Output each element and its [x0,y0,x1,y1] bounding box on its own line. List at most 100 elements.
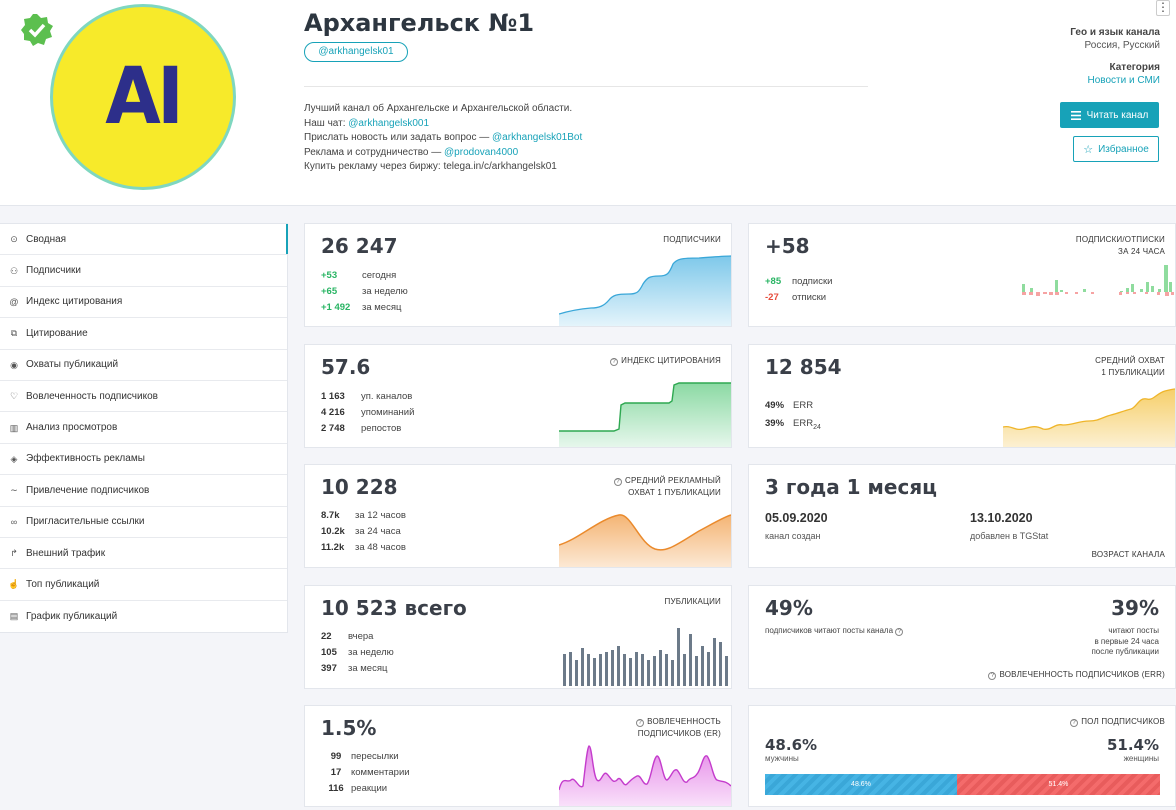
help-icon[interactable]: ? [614,478,623,486]
sidebar-item-label: Индекс цитирования [26,296,123,308]
heart-icon: ♡ [9,391,19,402]
err24-line: в первые 24 часа [1094,636,1159,646]
card-gender[interactable]: ? ПОЛ ПОДПИСЧИКОВ 48.6% мужчины 51.4% жен… [748,705,1176,807]
bar-chart-icon: ▥ [9,422,19,433]
help-icon[interactable]: ? [636,719,645,727]
stat-row: 397 за месяц [321,661,394,677]
sidebar-item-subscribers[interactable]: ⚇ Подписчики [0,255,287,287]
stat-value: 11.2k [321,541,345,553]
sidebar-item-invite-links[interactable]: ∞ Пригласительные ссылки [0,507,287,538]
err24-value: 39% [1111,596,1159,620]
sidebar-item-label: График публикаций [26,610,118,622]
sidebar-item-citation-index[interactable]: @ Индекс цитирования [0,287,287,319]
card-subs-unsubs[interactable]: +58 ПОДПИСКИ/ОТПИСКИ ЗА 24 ЧАСА +85 подпис… [748,223,1176,327]
stat-value: +53 [321,270,338,281]
err-value: 49% [765,596,813,620]
card-err[interactable]: 49% подписчиков читают посты канала ? 39… [748,585,1176,689]
desc-line: Реклама и сотрудничество — @prodovan4000 [304,146,582,161]
stat-row: 39% ERR24 [765,415,821,437]
stat-value: 1 163 [321,391,345,402]
stats-list: 22 вчера 105 за неделю 397 за месяц [321,629,394,676]
err-label: ERR [793,418,814,429]
stat-label: за месяц [348,662,388,674]
card-label: ПОДПИСЧИКИ [663,235,721,244]
sidebar-item-label: Топ публикаций [26,578,100,590]
stat-value: +1 492 [321,301,351,313]
category-link[interactable]: Новости и СМИ [1087,75,1160,86]
stat-label: сегодня [362,270,397,281]
help-icon[interactable]: ? [610,358,619,366]
stat-label: за неделю [362,285,408,297]
card-posts[interactable]: 10 523 всего ПУБЛИКАЦИИ 22 вчера 105 за не… [304,585,732,689]
sidebar-item-label: Пригласительные ссылки [26,516,145,528]
sidebar-item-top-posts[interactable]: ☝ Топ публикаций [0,569,287,601]
stat-row: 22 вчера [321,629,394,645]
card-er[interactable]: 1.5% ? ВОВЛЕЧЕННОСТЬ ПОДПИСЧИКОВ (ER) 99 пе… [304,705,732,807]
sidebar-item-citations[interactable]: ⧉ Цитирование [0,318,287,350]
card-label-line: ПОДПИСКИ/ОТПИСКИ [1075,235,1165,244]
ad-reach-sparkline [559,514,731,567]
help-icon[interactable]: ? [1070,719,1079,727]
stat-label: за месяц [362,301,402,313]
male-bar: 48.6% [765,774,957,795]
read-channel-button[interactable]: Читать канал [1060,102,1159,128]
sidebar-item-post-reach[interactable]: ◉ Охваты публикаций [0,350,287,381]
sidebar-item-summary[interactable]: ⊙ Сводная [0,224,288,256]
sidebar-item-views-analysis[interactable]: ▥ Анализ просмотров [0,412,287,444]
chat-link[interactable]: @arkhangelsk001 [348,117,430,129]
card-label-text: ИНДЕКС ЦИТИРОВАНИЯ [621,356,721,365]
geo-label: Гео и язык канала [1070,27,1160,38]
card-subscribers[interactable]: 26 247 ПОДПИСЧИКИ +53 сегодня +65 за недел… [304,223,732,327]
stat-value: -27 [765,291,779,303]
average-reach-sparkline [1003,388,1175,447]
more-options-icon[interactable]: ⋮ [1156,0,1170,16]
card-channel-age[interactable]: 3 года 1 месяц 05.09.2020 канал создан 1… [748,464,1176,568]
stat-label: ERR [793,400,814,411]
sidebar-item-engagement[interactable]: ♡ Вовлеченность подписчиков [0,381,287,413]
card-label-text: ПОЛ ПОДПИСЧИКОВ [1081,717,1165,726]
card-citation-index[interactable]: 57.6 ? ИНДЕКС ЦИТИРОВАНИЯ 1 163 уп. канало… [304,344,732,448]
stat-value: +85 [765,276,782,287]
card-label-text: ВОВЛЕЧЕННОСТЬ ПОДПИСЧИКОВ (ERR) [999,670,1165,679]
card-average-reach[interactable]: 12 854 СРЕДНИЙ ОХВАТ 1 ПУБЛИКАЦИИ 49% ERR … [748,344,1176,448]
sidebar-item-ad-efficiency[interactable]: ◈ Эффективность рекламы [0,444,287,476]
card-label-line: ОХВАТ 1 ПУБЛИКАЦИИ [628,488,721,497]
help-icon[interactable]: ? [895,628,904,636]
stat-value: 4 216 [321,406,345,418]
help-icon[interactable]: ? [988,672,997,680]
desc-line: Купить рекламу через биржу: telega.in/c/… [304,161,557,173]
channel-username-link[interactable]: @arkhangelsk01 [304,42,408,62]
added-date: 13.10.2020 [970,511,1033,525]
favorite-label: Избранное [1098,143,1149,155]
stats-list: 1 163 уп. каналов 4 216 упоминаний 2 748 ре… [321,389,414,436]
stat-row: 2 748 репостов [321,421,414,437]
female-value: 51.4% [1106,736,1159,754]
card-label-line: СРЕДНИЙ ОХВАТ [1095,356,1165,365]
stat-value: 49% [765,400,785,411]
favorite-button[interactable]: ☆ Избранное [1073,136,1159,162]
stats-list: 8.7k за 12 часов 10.2k за 24 часа 11.2k за … [321,508,406,555]
bot-link[interactable]: @arkhangelsk01Bot [492,132,583,144]
err-description-text: подписчиков читают посты канала [765,626,894,635]
stat-label: комментарии [351,766,410,778]
card-ad-reach[interactable]: 10 228 ? СРЕДНИЙ РЕКЛАМНЫЙ ОХВАТ 1 ПУБЛИКА… [304,464,732,568]
card-label-line: ? ВОВЛЕЧЕННОСТЬ [636,716,721,728]
geo-value: Россия, Русский [1084,40,1160,51]
sidebar-item-label: Внешний трафик [26,547,106,559]
sidebar-item-post-schedule[interactable]: ▤ График публикаций [0,601,287,632]
sidebar-item-external-traffic[interactable]: ↱ Внешний трафик [0,538,287,570]
sidebar-item-label: Цитирование [26,327,88,339]
stat-row: 11.2k за 48 часов [321,540,406,556]
stats-list: 99 пересылки 17 комментарии 116 реакции [323,749,410,796]
card-label-line: ЗА 24 ЧАСА [1118,247,1165,256]
verified-badge-icon [21,14,53,46]
card-label-line: 1 ПУБЛИКАЦИИ [1101,368,1165,377]
card-label: ПОДПИСКИ/ОТПИСКИ ЗА 24 ЧАСА [1076,234,1165,258]
sidebar-item-subscriber-acquisition[interactable]: ∼ Привлечение подписчиков [0,475,287,507]
err24-line: читают посты [1108,626,1159,635]
ads-contact-link[interactable]: @prodovan4000 [444,146,519,158]
stat-value: 8.7k [321,510,340,521]
stat-value: 2 748 [321,422,345,434]
created-label: канал создан [765,531,821,541]
calendar-icon: ▤ [9,611,19,622]
